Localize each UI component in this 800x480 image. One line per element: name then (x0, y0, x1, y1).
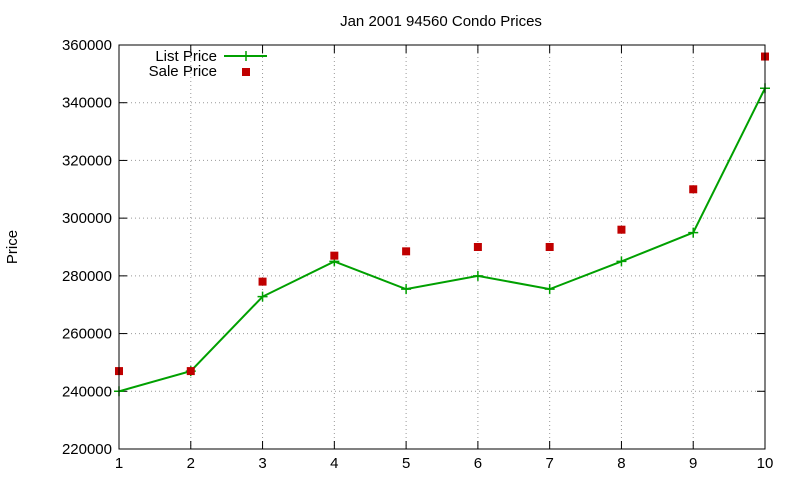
data-point-list-price (257, 291, 268, 302)
x-tick-label: 1 (115, 455, 123, 472)
legend: List Price Sale Price (149, 48, 267, 80)
data-point-sale-price (617, 225, 626, 234)
data-point-sale-price (545, 243, 554, 251)
y-tick-label: 360000 (62, 37, 112, 54)
legend-marker-sale-price (242, 68, 250, 76)
y-tick-label: 340000 (62, 95, 112, 112)
legend-label-list-price: List Price (155, 48, 217, 65)
y-tick-label: 280000 (62, 268, 112, 285)
data-point-sale-price (258, 277, 267, 286)
x-axis: 1 2 3 4 5 6 7 8 9 10 (115, 45, 774, 472)
grid (119, 45, 765, 449)
y-tick-label: 260000 (62, 326, 112, 343)
x-tick-label: 8 (617, 455, 625, 472)
data-point-sale-price (473, 243, 482, 251)
data-point-sale-price (186, 367, 195, 376)
legend-label-sale-price: Sale Price (149, 63, 217, 80)
data-point-list-price (472, 270, 483, 281)
data-point-list-price (616, 256, 627, 267)
plot-area (114, 52, 770, 397)
x-tick-label: 7 (545, 455, 553, 472)
series-line-list-price (118, 87, 766, 393)
x-tick-label: 3 (258, 455, 266, 472)
x-tick-label: 6 (474, 455, 482, 472)
legend-marker-list-price (241, 51, 251, 61)
x-tick-label: 4 (330, 455, 338, 472)
data-point-list-price (688, 227, 699, 238)
x-tick-label: 9 (689, 455, 697, 472)
data-point-list-price (544, 284, 555, 295)
y-tick-label: 220000 (62, 441, 112, 458)
y-axis: 220000 240000 260000 280000 300000 320000 3400… (62, 37, 765, 458)
x-tick-label: 5 (402, 455, 410, 472)
chart-title: Jan 2001 94560 Condo Prices (340, 13, 542, 30)
data-point-sale-price (402, 247, 411, 256)
y-tick-label: 300000 (62, 210, 112, 227)
y-tick-label: 240000 (62, 383, 112, 400)
plot-border (118, 44, 766, 450)
data-point-sale-price (330, 251, 339, 260)
data-point-sale-price (689, 185, 698, 194)
data-point-list-price (401, 284, 412, 295)
y-tick-label: 320000 (62, 152, 112, 169)
x-tick-label: 2 (187, 455, 195, 472)
x-tick-label: 10 (757, 455, 774, 472)
y-axis-label: Price (4, 230, 21, 264)
